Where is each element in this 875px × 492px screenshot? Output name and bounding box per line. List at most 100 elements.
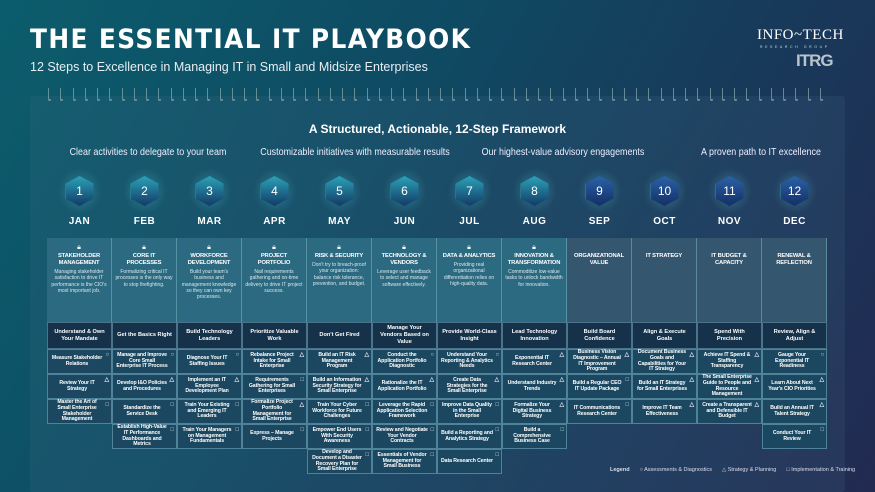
item-label: Manage and Improve Core Small Enterprise… (116, 351, 168, 370)
step-title: RISK & SECURITY (314, 253, 364, 259)
playbook-item[interactable]: Create a Transparent and Defensible IT B… (697, 399, 762, 424)
section-heading: Our highest-value advisory engagements (481, 146, 645, 158)
step-card[interactable]: 🔒︎ INNOVATION & TRANSFORMATION Commoditize… (502, 238, 567, 322)
playbook-item[interactable]: Improve IT Team Effectiveness △ (632, 399, 697, 424)
triangle-icon: △ (819, 402, 824, 408)
triangle-icon: △ (689, 377, 694, 383)
step-card[interactable]: IT STRATEGY (632, 238, 697, 322)
playbook-item[interactable]: Rebalance Project Intake for Small Enter… (242, 349, 307, 374)
playbook-item[interactable]: Build an Information Security Strategy f… (307, 374, 372, 399)
step-number-badge: 2 (130, 176, 159, 206)
step-card[interactable]: 🔒︎ PROJECT PORTFOLIO Nail requirements gat… (242, 238, 307, 322)
step-card[interactable]: 🔒︎ TECHNOLOGY & VENDORS Leverage user feed… (372, 238, 437, 322)
step-card[interactable]: RENEWAL & REFLECTION (762, 238, 827, 322)
binding-ring (293, 88, 296, 101)
playbook-item[interactable]: Conduct the Application Portfolio Diagno… (372, 349, 437, 374)
triangle-icon: △ (689, 352, 694, 358)
playbook-item[interactable]: Implement an IT Employee Development Pla… (177, 374, 242, 399)
playbook-item[interactable]: Build an IT Risk Management Program △ (307, 349, 372, 374)
item-label: Conduct the Application Portfolio Diagno… (377, 351, 427, 370)
playbook-item[interactable]: Establish High-Value IT Performance Dash… (112, 424, 177, 449)
item-label: Learn About Next Year's CIO Priorities (768, 379, 816, 392)
square-icon: □ (786, 467, 792, 473)
playbook-item[interactable]: Improve Data Quality in the Small Enterp… (437, 399, 502, 424)
month-label: OCT (653, 216, 676, 227)
item-label: Achieve IT Spend & Staffing Transparency (703, 351, 751, 370)
step-card[interactable]: 🔒︎ RISK & SECURITY Don't try to breach-pro… (307, 238, 372, 322)
playbook-item[interactable]: Build an IT Strategy for Small Enterpris… (632, 374, 697, 399)
playbook-item[interactable]: Develop I&O Policies and Procedures △ (112, 374, 177, 399)
column-heading: Manage Your Vendors Based on Value (372, 322, 437, 349)
playbook-item[interactable]: Document Business Goals and Capabilities… (632, 349, 697, 374)
square-icon: □ (365, 427, 369, 433)
playbook-item[interactable]: Review and Negotiate Your Vendor Contrac… (372, 424, 437, 449)
playbook-item[interactable]: Understand Your Reporting & Analytics Ne… (437, 349, 502, 374)
playbook-item[interactable]: Leverage the Rapid Application Selection… (372, 399, 437, 424)
step-card[interactable]: 🔒︎ WORKFORCE DEVELOPMENT Build your team's… (177, 238, 242, 322)
playbook-item[interactable]: Train Your Managers on Management Fundam… (177, 424, 242, 449)
item-label: Master the Art of Small Enterprise Stake… (57, 398, 97, 423)
triangle-icon: △ (364, 352, 369, 358)
circle-icon: ○ (235, 352, 239, 358)
step-card[interactable]: IT BUDGET & CAPACITY (697, 238, 762, 322)
spacer (570, 243, 628, 253)
playbook-item[interactable]: Empower End Users With Security Awarenes… (307, 424, 372, 449)
square-icon: □ (820, 427, 824, 433)
binding-ring (611, 88, 615, 101)
section-heading: Clear activities to delegate to your tea… (69, 146, 227, 158)
playbook-item[interactable]: Essentials of Vendor Management for Smal… (372, 449, 437, 474)
binding-ring (415, 88, 419, 101)
column-heading: Review, Align & Adjust (762, 322, 827, 349)
item-label: Express – Manage Projects (250, 429, 294, 442)
playbook-item[interactable]: Express – Manage Projects □ (242, 424, 307, 449)
step-card[interactable]: ORGANIZATIONAL VALUE (567, 238, 632, 322)
playbook-item[interactable]: Learn About Next Year's CIO Priorities △ (762, 374, 827, 399)
playbook-item[interactable]: Create Data Strategies for the Small Ent… (437, 374, 502, 399)
lock-icon: 🔒︎ (532, 244, 536, 251)
playbook-item[interactable]: Develop and Document a Disaster Recovery… (307, 449, 372, 474)
binding-ring (354, 88, 358, 101)
playbook-item[interactable]: Data Research Center □ (437, 449, 502, 474)
step-number-badge: 8 (520, 176, 549, 206)
playbook-item[interactable]: Build an Annual IT Talent Strategy △ (762, 399, 827, 424)
playbook-item[interactable]: Manage and Improve Core Small Enterprise… (112, 349, 177, 374)
playbook-item[interactable]: Train Your Cyber Workforce for Future Ch… (307, 399, 372, 424)
item-label: Build an Information Security Strategy f… (312, 376, 362, 395)
binding-ring (660, 88, 664, 101)
triangle-icon: △ (104, 377, 109, 383)
playbook-item[interactable]: Diagnose Your IT Staffing Issues ○ (177, 349, 242, 374)
playbook-item[interactable]: The Small Enterprise Guide to People and… (697, 374, 762, 399)
month-label: APR (263, 216, 286, 227)
playbook-item[interactable]: Train Your Existing and Emerging IT Lead… (177, 399, 242, 424)
playbook-item[interactable]: Master the Art of Small Enterprise Stake… (47, 399, 112, 424)
playbook-item[interactable]: Review Your IT Strategy △ (47, 374, 112, 399)
step-card[interactable]: 🔒︎ STAKEHOLDER MANAGEMENT Managing stakeho… (47, 238, 112, 322)
playbook-item[interactable]: Understand Industry Trends △ (502, 374, 567, 399)
item-label: Review Your IT Strategy (59, 379, 95, 392)
playbook-item[interactable]: Build a Comprehensive Business Case □ (502, 424, 567, 449)
playbook-item[interactable]: Standardize the Service Desk □ (112, 399, 177, 424)
item-label: Build a Regular CEO IT Update Package (572, 379, 622, 392)
playbook-item[interactable]: Achieve IT Spend & Staffing Transparency… (697, 349, 762, 374)
playbook-item[interactable]: Formalize Project Portfolio Management f… (242, 399, 307, 424)
playbook-item[interactable]: Rationalize the IT Application Portfolio… (372, 374, 437, 399)
playbook-item[interactable]: Build a Regular CEO IT Update Package □ (567, 374, 632, 399)
playbook-item[interactable]: Measure Stakeholder Relations ○ (47, 349, 112, 374)
playbook-item[interactable]: IT Communications Research Center □ (567, 399, 632, 424)
playbook-item[interactable]: Build a Reporting and Analytics Strategy… (437, 424, 502, 449)
playbook-item[interactable]: Exponential IT Research Center △ (502, 349, 567, 374)
binding-ring (636, 88, 639, 101)
step-card[interactable]: 🔒︎ DATA & ANALYTICS Providing real organiz… (437, 238, 502, 322)
playbook-item[interactable]: Business Vision Diagnostic – Annual IT I… (567, 349, 632, 374)
item-label: Establish High-Value IT Performance Dash… (117, 423, 167, 448)
playbook-item[interactable]: Gauge Your Exponential IT Readiness ○ (762, 349, 827, 374)
playbook-item[interactable]: Requirements Gathering for Small Enterpr… (242, 374, 307, 399)
triangle-icon: △ (819, 377, 824, 383)
circle-icon: ○ (170, 352, 174, 358)
step-card[interactable]: 🔒︎ CORE IT PROCESSES Formalizing critical … (112, 238, 177, 322)
square-icon: □ (170, 402, 174, 408)
month-label: JUL (459, 216, 480, 227)
playbook-item[interactable]: Formalize Your Digital Business Strategy… (502, 399, 567, 424)
playbook-item[interactable]: Conduct Your IT Review □ (762, 424, 827, 449)
binding-ring (158, 88, 162, 101)
